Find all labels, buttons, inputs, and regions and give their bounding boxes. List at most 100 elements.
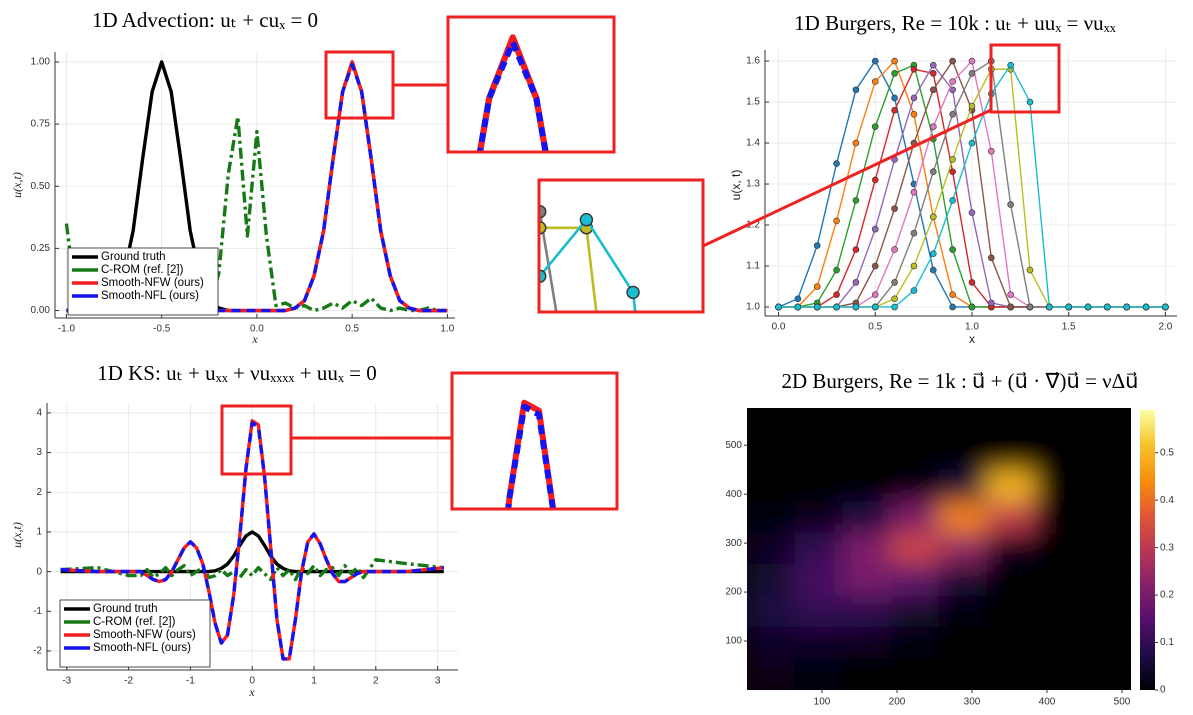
marker	[720, 690, 732, 702]
marker	[300, 230, 312, 242]
x-tick-label: 0.0	[250, 324, 264, 335]
marker	[254, 690, 266, 702]
marker	[487, 690, 499, 702]
marker	[907, 690, 919, 702]
marker	[767, 690, 779, 702]
marker	[767, 690, 779, 702]
marker	[871, 225, 879, 233]
x-tick-label: 0	[249, 676, 255, 687]
heatmap-cell	[1082, 532, 1131, 566]
marker	[161, 690, 173, 702]
marker	[440, 262, 452, 274]
marker	[767, 690, 779, 702]
marker	[674, 690, 686, 702]
y-tick-label: 200	[725, 587, 742, 598]
marker	[254, 666, 266, 678]
marker	[910, 229, 918, 237]
marker	[907, 690, 919, 702]
panel: 1D Advection: uₜ + cuₓ = 0 -1.0 -0.5 0.0 0.5…	[10, 8, 616, 346]
marker	[114, 690, 126, 702]
marker	[860, 690, 872, 702]
heatmap-cell	[1082, 626, 1131, 660]
panel: 1D KS: uₜ + uₓₓ + νuₓₓₓₓ + uuₓ = 0 -3 -2 -1…	[10, 361, 619, 699]
heatmap-cell	[747, 408, 796, 440]
marker	[394, 230, 406, 242]
marker	[440, 206, 452, 218]
heatmap-cell	[747, 532, 796, 566]
marker	[67, 690, 79, 702]
heatmap-cell	[938, 532, 988, 566]
series-line	[60, 530, 444, 574]
heatmap-cell	[890, 595, 940, 628]
heatmap-cell	[747, 658, 796, 690]
x-tick-label: 1.0	[440, 324, 454, 335]
marker	[207, 690, 219, 702]
marker	[767, 690, 779, 702]
marker	[775, 303, 782, 311]
marker	[1142, 303, 1150, 311]
marker	[67, 690, 79, 702]
marker	[161, 690, 173, 702]
marker	[988, 299, 995, 307]
heatmap-cell	[1034, 470, 1084, 503]
marker	[907, 690, 919, 702]
marker	[21, 690, 33, 702]
marker	[487, 690, 499, 702]
heatmap-cell	[986, 408, 1036, 440]
panel: 2D Burgers, Re = 1k : u⃗ + (u⃗ · ∇⃗)u⃗ =…	[725, 369, 1174, 708]
legend-label: Smooth-NFL (ours)	[93, 642, 191, 654]
heatmap-cell	[938, 626, 988, 660]
heatmap-cell	[1082, 438, 1131, 472]
heatmap-cell	[747, 564, 796, 597]
heatmap-cell	[986, 438, 1036, 472]
marker	[720, 690, 732, 702]
marker	[1007, 303, 1014, 311]
marker	[580, 690, 592, 702]
plot-area	[775, 57, 1169, 311]
heatmap-cell	[842, 470, 892, 503]
marker	[860, 690, 872, 702]
y-tick-label: 0.25	[31, 243, 51, 254]
marker	[860, 690, 872, 702]
marker	[720, 690, 732, 702]
marker	[67, 690, 79, 702]
marker	[929, 213, 937, 221]
x-tick-label: 500	[1114, 697, 1131, 708]
heatmap-cell	[890, 438, 940, 472]
y-tick-label: 1	[36, 527, 42, 538]
marker	[988, 147, 995, 155]
heatmap-cell	[986, 626, 1036, 660]
marker	[67, 690, 79, 702]
marker	[67, 690, 79, 702]
heatmap-cell	[842, 438, 892, 472]
panel: 1D Burgers, Re = 10k : uₜ + uuₓ = νuₓₓ 0.…	[21, 11, 1177, 702]
marker	[674, 690, 686, 702]
marker	[871, 262, 879, 270]
marker	[626, 285, 640, 300]
x-tick-label: 300	[964, 697, 981, 708]
marker	[949, 303, 956, 311]
heatmap-cell	[1034, 532, 1084, 566]
x-tick-label: 0.0	[772, 322, 786, 333]
inset-frame	[450, 371, 619, 511]
marker	[860, 690, 872, 702]
heatmap-cell	[890, 532, 940, 566]
marker	[21, 690, 33, 702]
marker	[114, 690, 126, 702]
marker	[1046, 303, 1053, 311]
y-axis-label: u(x,t)	[10, 172, 24, 198]
marker	[891, 295, 898, 303]
zoom-region	[220, 404, 293, 476]
heatmap-cell	[842, 501, 892, 534]
marker	[67, 690, 79, 702]
marker	[720, 690, 732, 702]
marker	[580, 690, 592, 702]
heatmap-cell	[890, 658, 940, 690]
x-tick-label: 0.5	[868, 322, 882, 333]
marker	[394, 262, 406, 274]
marker	[907, 690, 919, 702]
marker	[487, 642, 499, 654]
marker	[161, 408, 173, 420]
marker	[21, 690, 33, 702]
